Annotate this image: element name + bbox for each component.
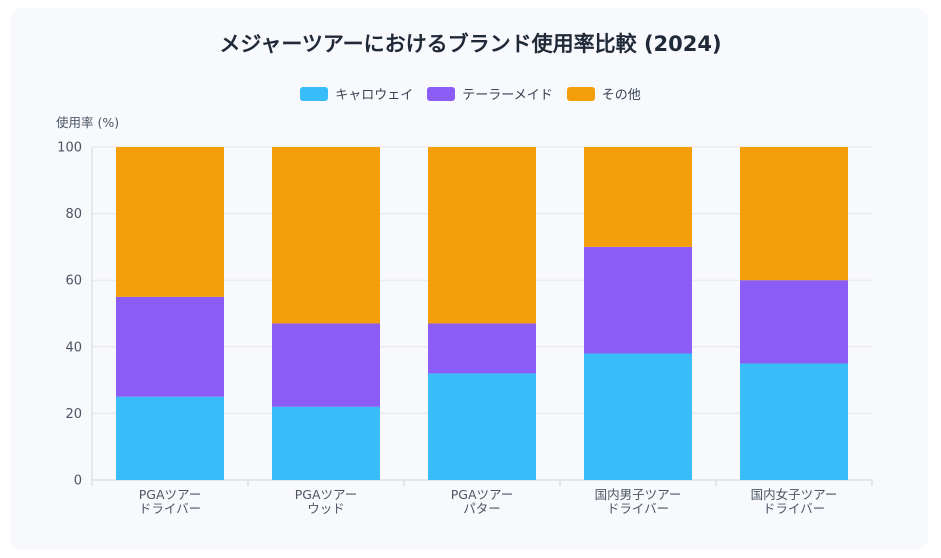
bar-taylormade-0[interactable] <box>116 296 224 397</box>
bar-callaway-2[interactable] <box>428 373 536 480</box>
bar-other-3[interactable] <box>584 147 692 247</box>
chart-legend: キャロウェイ テーラーメイド その他 <box>0 84 941 103</box>
bar-other-4[interactable] <box>740 147 848 281</box>
legend-item-taylormade[interactable]: テーラーメイド <box>427 84 553 103</box>
bar-callaway-3[interactable] <box>584 353 692 480</box>
x-category-label-0-line-0: PGAツアー <box>139 487 202 502</box>
y-tick-label-40: 40 <box>65 340 82 355</box>
bar-other-2[interactable] <box>428 147 536 324</box>
legend-swatch-callaway <box>300 86 329 101</box>
y-tick-label-60: 60 <box>65 274 82 289</box>
bar-other-0[interactable] <box>116 147 224 297</box>
chart-title: メジャーツアーにおけるブランド使用率比較 (2024) <box>219 32 722 56</box>
x-category-label-1-line-1: ウッド <box>307 501 345 516</box>
bar-taylormade-4[interactable] <box>740 280 848 364</box>
x-category-label-3-line-0: 国内男子ツアー <box>595 487 682 502</box>
x-category-label-2-line-1: パター <box>463 501 501 516</box>
bar-taylormade-2[interactable] <box>428 323 536 374</box>
y-tick-label-80: 80 <box>65 207 82 222</box>
bar-callaway-0[interactable] <box>116 396 224 480</box>
bar-other-1[interactable] <box>272 147 380 324</box>
legend-swatch-other <box>566 86 595 101</box>
y-tick-label-100: 100 <box>57 141 82 156</box>
y-axis-label: 使用率 (%) <box>56 115 119 130</box>
y-tick-label-0: 0 <box>74 474 82 489</box>
bar-callaway-4[interactable] <box>740 363 848 480</box>
legend-item-callaway[interactable]: キャロウェイ <box>300 84 413 103</box>
x-category-label-4-line-0: 国内女子ツアー <box>751 487 838 502</box>
x-category-label-2-line-0: PGAツアー <box>451 487 514 502</box>
legend-label-callaway: キャロウェイ <box>335 88 414 103</box>
x-category-label-4-line-1: ドライバー <box>763 501 825 516</box>
bar-callaway-1[interactable] <box>272 406 380 480</box>
legend-label-taylormade: テーラーメイド <box>462 88 553 103</box>
bars <box>116 147 848 480</box>
bar-taylormade-1[interactable] <box>272 323 380 407</box>
legend-label-other: その他 <box>601 88 641 103</box>
x-category-label-1-line-0: PGAツアー <box>295 487 358 502</box>
bar-taylormade-3[interactable] <box>584 246 692 354</box>
legend-item-other[interactable]: その他 <box>566 84 641 103</box>
y-tick-label-20: 20 <box>65 407 82 422</box>
x-category-label-0-line-1: ドライバー <box>139 501 201 516</box>
x-category-label-3-line-1: ドライバー <box>607 501 669 516</box>
legend-swatch-taylormade <box>427 86 456 101</box>
